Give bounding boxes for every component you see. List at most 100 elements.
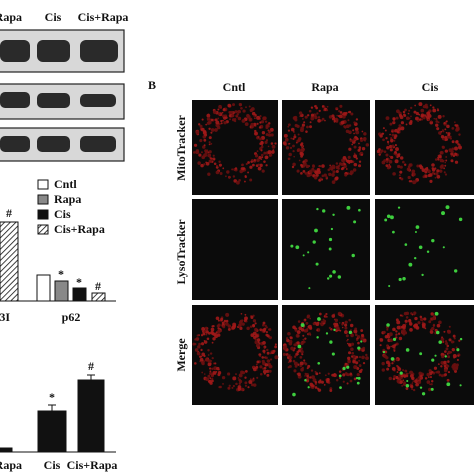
signal xyxy=(408,109,411,112)
signal xyxy=(210,327,215,332)
signal xyxy=(255,368,258,371)
signal xyxy=(270,133,274,137)
signal xyxy=(261,323,265,327)
signal xyxy=(354,327,358,331)
signal xyxy=(315,106,318,110)
micrograph xyxy=(192,100,278,195)
signal xyxy=(224,322,229,326)
signal xyxy=(397,164,401,169)
signal xyxy=(289,336,292,339)
signal xyxy=(416,164,420,168)
signal xyxy=(211,367,214,371)
signal xyxy=(338,376,342,379)
signal xyxy=(195,150,200,155)
signal xyxy=(265,331,268,334)
signal xyxy=(432,106,435,109)
signal xyxy=(394,343,397,347)
signal xyxy=(197,345,201,349)
signal xyxy=(379,151,383,154)
signal xyxy=(419,386,423,389)
signal xyxy=(266,351,270,355)
signal xyxy=(410,106,413,110)
signal xyxy=(288,359,292,363)
signal xyxy=(271,144,276,149)
signal xyxy=(252,377,255,380)
annotation: * xyxy=(58,267,64,281)
signal xyxy=(293,369,297,373)
signal xyxy=(194,338,197,341)
signal xyxy=(429,120,434,125)
signal xyxy=(254,338,257,341)
signal xyxy=(296,169,300,173)
signal xyxy=(263,366,267,370)
signal xyxy=(306,367,309,370)
signal xyxy=(338,370,342,373)
signal xyxy=(232,175,236,178)
signal xyxy=(239,169,244,174)
signal xyxy=(353,377,357,381)
signal xyxy=(428,109,432,113)
signal xyxy=(396,130,400,134)
signal xyxy=(241,322,245,326)
signal xyxy=(447,370,451,374)
signal xyxy=(395,334,398,337)
signal xyxy=(215,170,220,175)
signal xyxy=(352,129,355,132)
signal xyxy=(345,334,349,338)
signal xyxy=(253,114,256,117)
signal xyxy=(297,353,299,356)
signal xyxy=(210,374,214,378)
signal xyxy=(455,140,459,144)
signal xyxy=(411,388,414,391)
signal xyxy=(212,154,215,157)
signal xyxy=(217,117,220,120)
signal xyxy=(400,121,405,125)
signal xyxy=(244,376,247,379)
signal xyxy=(292,150,295,153)
signal xyxy=(379,338,384,342)
signal xyxy=(388,332,393,337)
signal xyxy=(314,370,317,373)
signal xyxy=(436,127,440,131)
signal xyxy=(443,360,447,364)
signal xyxy=(444,128,447,131)
signal xyxy=(323,315,326,318)
signal xyxy=(417,120,420,122)
signal xyxy=(444,373,447,377)
signal xyxy=(388,362,391,365)
signal xyxy=(321,105,325,108)
signal xyxy=(241,119,246,123)
signal xyxy=(231,118,236,122)
signal xyxy=(288,354,291,356)
signal xyxy=(409,327,413,332)
signal xyxy=(412,380,415,383)
signal xyxy=(409,120,413,123)
signal xyxy=(444,342,449,346)
signal xyxy=(379,344,382,347)
signal xyxy=(318,380,322,384)
signal xyxy=(251,126,254,129)
signal xyxy=(323,384,326,386)
signal xyxy=(198,342,202,346)
signal xyxy=(298,326,303,331)
signal xyxy=(443,368,448,373)
signal xyxy=(389,122,393,126)
signal xyxy=(250,315,254,319)
signal xyxy=(238,382,241,385)
signal xyxy=(263,327,267,331)
signal xyxy=(355,376,359,380)
signal xyxy=(254,327,258,332)
signal xyxy=(306,125,309,129)
signal xyxy=(298,159,301,162)
signal xyxy=(333,322,337,326)
signal xyxy=(346,365,350,369)
signal xyxy=(332,373,337,378)
signal xyxy=(242,109,246,113)
signal xyxy=(431,316,436,321)
signal xyxy=(408,262,413,267)
signal xyxy=(346,205,351,210)
signal xyxy=(328,172,332,177)
signal xyxy=(206,118,209,121)
signal xyxy=(290,137,293,140)
signal xyxy=(402,332,406,336)
